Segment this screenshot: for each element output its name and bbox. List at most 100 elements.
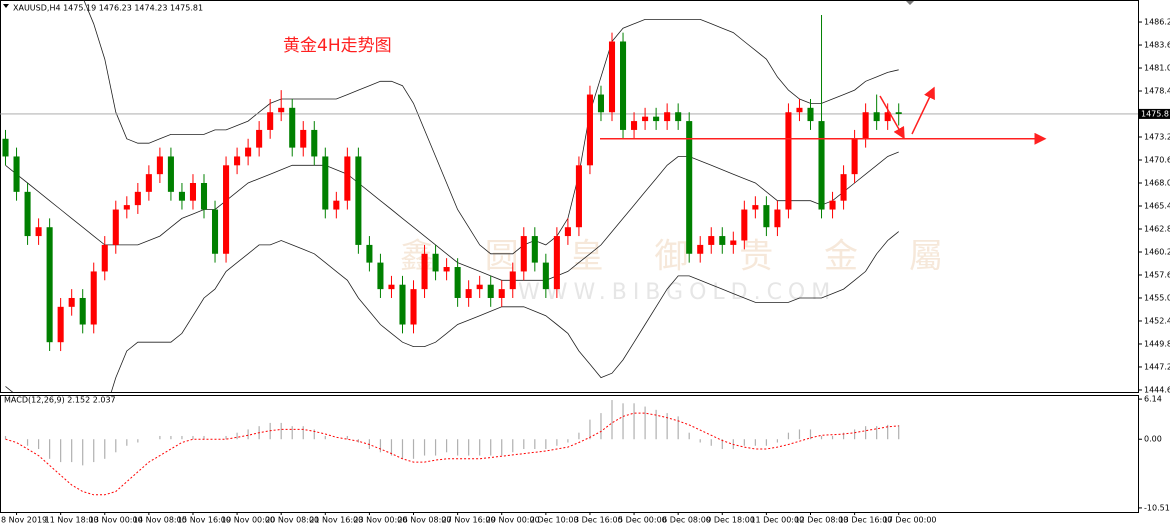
- candle-body: [862, 112, 869, 139]
- y-tick-label: 1483.60: [1144, 41, 1170, 50]
- candle-body: [344, 156, 351, 201]
- candle-body: [322, 156, 329, 210]
- candle-body: [2, 138, 9, 157]
- macd-pane: [0, 395, 1139, 513]
- candle-body: [112, 209, 119, 245]
- candle-body: [432, 253, 439, 272]
- y-tick-label: -10.515: [1144, 503, 1170, 512]
- candle-body: [311, 129, 318, 157]
- candle-body: [333, 200, 340, 210]
- candle-body: [377, 262, 384, 290]
- y-tick-label: 1447.20: [1144, 362, 1170, 371]
- y-tick-label: 1470.60: [1144, 156, 1170, 165]
- candle-body: [443, 267, 450, 272]
- candle-body: [267, 112, 274, 130]
- x-tick-label: 11 Dec 00:00: [750, 516, 804, 525]
- y-tick-label: 1460.20: [1144, 247, 1170, 256]
- candle-body: [388, 284, 395, 290]
- candle-body: [498, 289, 505, 298]
- x-tick-label: 19 Nov 00:00: [221, 516, 275, 525]
- y-tick-label: 0.00: [1144, 435, 1162, 444]
- candle-body: [509, 271, 516, 290]
- candle-body: [13, 156, 20, 192]
- candle-body: [829, 200, 836, 210]
- x-tick-label: 5 Dec 00:00: [618, 516, 667, 525]
- candle-body: [697, 244, 704, 254]
- bollinger-upper: [83, 0, 899, 255]
- candle-body: [410, 289, 417, 325]
- candle-body: [675, 112, 682, 122]
- candle-body: [807, 107, 814, 122]
- x-tick-label: 8 Nov 2019: [1, 516, 47, 525]
- x-tick-label: 9 Dec 18:00: [706, 516, 755, 525]
- candle-body: [642, 116, 649, 122]
- candle-body: [851, 138, 858, 175]
- candle-body: [608, 41, 616, 113]
- menu-icon: [3, 4, 9, 8]
- y-tick-label: 1449.80: [1144, 339, 1170, 348]
- candle-body: [785, 112, 792, 210]
- candle-body: [873, 112, 880, 122]
- candle-body: [90, 271, 97, 325]
- candle-body: [520, 236, 527, 272]
- candle-body: [575, 165, 582, 228]
- candle-body: [542, 262, 549, 290]
- candle-body: [178, 191, 185, 201]
- x-tick-label: 14 Nov 08:00: [133, 516, 187, 525]
- y-tick-label: 1478.40: [1144, 87, 1170, 96]
- x-tick-label: 13 Nov 00:00: [89, 516, 143, 525]
- candle-body: [256, 129, 263, 148]
- candle-body: [741, 209, 748, 241]
- down-arrow: [879, 95, 905, 140]
- x-tick-label: 21 Nov 16:00: [309, 516, 363, 525]
- x-tick-label: 27 Nov 16:00: [442, 516, 496, 525]
- candle-body: [234, 156, 241, 166]
- x-tick-label: 2 Dec 10:00: [530, 516, 579, 525]
- last-price-label: 1475.81: [1141, 109, 1170, 118]
- candle-body: [796, 107, 803, 113]
- candle-body: [68, 297, 75, 307]
- candle-body: [884, 112, 891, 122]
- candle-body: [620, 41, 627, 130]
- macd-title: MACD(12,26,9) 2.152 2.037: [4, 396, 116, 405]
- candle-body: [200, 182, 208, 210]
- candle-body: [476, 284, 483, 290]
- y-tick-label: 1455.00: [1144, 293, 1170, 302]
- candle-body: [355, 156, 362, 245]
- x-tick-label: 17 Dec 00:00: [883, 516, 937, 525]
- candle-body: [300, 129, 307, 148]
- candle-body: [664, 112, 671, 122]
- x-tick-label: 29 Nov 00:00: [486, 516, 540, 525]
- candle-body: [57, 306, 64, 343]
- candle-body: [245, 147, 252, 157]
- y-tick-label: 1444.60: [1144, 385, 1170, 394]
- candle-body: [366, 244, 373, 263]
- candle-body: [167, 156, 174, 192]
- candle-body: [101, 244, 108, 272]
- candle-body: [564, 227, 571, 237]
- candle-body: [454, 267, 461, 298]
- candle-body: [487, 284, 494, 298]
- watermark-text: 鑫 圆 皇 御 贵 金 屬: [400, 237, 963, 277]
- y-tick-label: 1452.40: [1144, 316, 1170, 325]
- candle-body: [145, 174, 152, 192]
- up-arrow: [911, 86, 935, 135]
- candle-body: [730, 240, 737, 245]
- candle-body: [752, 205, 759, 210]
- candle-body: [134, 191, 141, 206]
- shift-marker: [906, 1, 914, 5]
- y-tick-label: 1481.00: [1144, 64, 1170, 73]
- candle-body: [189, 182, 197, 201]
- macd-plot: [4, 400, 900, 496]
- signal-line: [5, 412, 899, 496]
- x-tick-label: 6 Dec 08:00: [662, 516, 711, 525]
- x-tick-label: 13 Dec 16:00: [839, 516, 893, 525]
- bollinger-middle: [5, 151, 899, 281]
- candle-body: [631, 121, 638, 130]
- last-price-box: [1138, 108, 1170, 119]
- x-tick-label: 12 Dec 08:00: [794, 516, 848, 525]
- candle-body: [421, 253, 428, 290]
- candle-body: [818, 121, 825, 210]
- candle-body: [708, 236, 715, 245]
